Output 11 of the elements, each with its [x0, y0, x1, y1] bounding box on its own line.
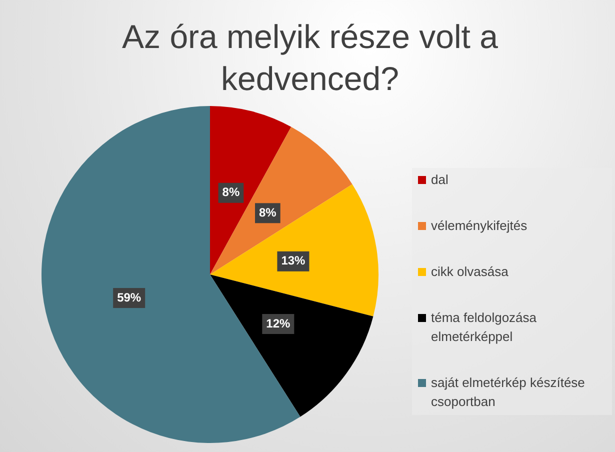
legend-label: dal: [431, 171, 448, 189]
data-label: 59%: [117, 290, 142, 304]
chart-title: Az óra melyik része volt a kedvenced?: [121, 17, 499, 99]
legend-label: cikk olvasása: [431, 263, 508, 281]
data-label: 12%: [266, 316, 290, 330]
legend-label: téma feldolgozása elmetérképpel: [431, 309, 538, 346]
data-label: 13%: [281, 254, 306, 268]
legend-label: véleménykifejtés: [431, 217, 528, 235]
data-label: 8%: [222, 185, 240, 200]
legend-label: saját elmetérkép készítése csoportban: [431, 374, 586, 411]
data-label: 8%: [259, 205, 277, 220]
